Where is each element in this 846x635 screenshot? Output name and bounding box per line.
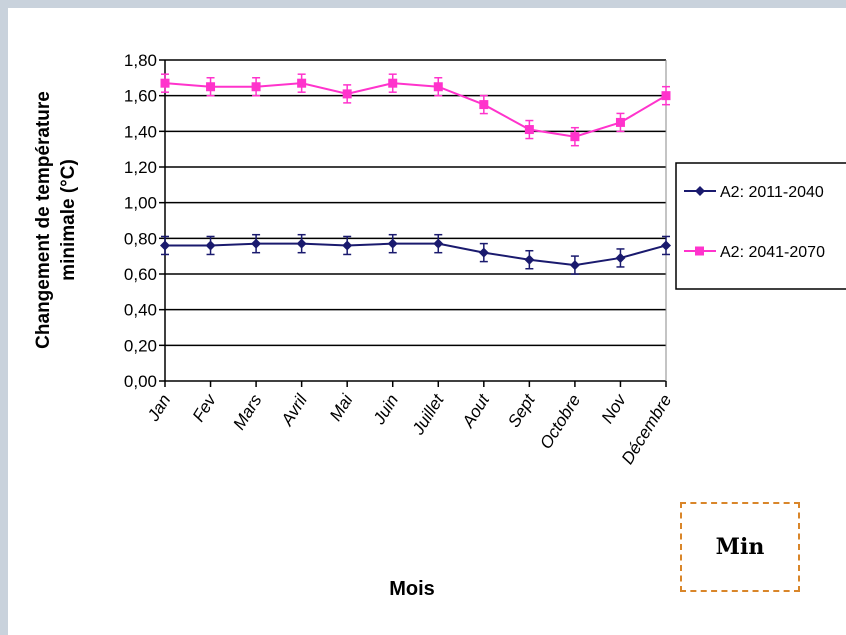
x-tick-label: Mars <box>229 391 265 434</box>
x-tick-label: Sept <box>504 390 539 431</box>
x-tick-label: Juin <box>369 391 402 428</box>
legend-box <box>675 162 846 290</box>
y-tick-label: 1,40 <box>124 122 157 141</box>
x-tick-label: Avril <box>277 390 312 430</box>
x-axis-ticks: Jan Fev Mars Avril Mai Juin Juillet Aout SeptOct… <box>143 390 675 468</box>
min-annotation-box: Min <box>680 502 800 592</box>
y-axis-title-line2: minimale (°C) <box>58 159 79 281</box>
min-annotation-text: Min <box>715 534 765 560</box>
y-tick-label: 1,20 <box>124 158 157 177</box>
x-tick-label: Nov <box>598 390 631 427</box>
series-line-a2-2011-2040 <box>165 242 667 267</box>
legend-marker-diamond <box>695 186 705 196</box>
x-tick-label: Mai <box>326 390 357 424</box>
legend-label: A2: 2011-2040 <box>720 184 824 201</box>
x-axis-title: Mois <box>389 578 435 600</box>
y-axis-ticks: 0,00 0,20 0,40 0,60 0,80 1,00 1,20 1,40 1,60 1,80 <box>124 51 157 391</box>
y-tick-label: 0,20 <box>124 336 157 355</box>
grid-lines <box>159 59 667 387</box>
y-tick-label: 0,40 <box>124 301 157 320</box>
y-axis-title-line1: Changement de température <box>33 91 54 349</box>
chart-frame: 0,00 0,20 0,40 0,60 0,80 1,00 1,20 1,40 1,60 1,80… <box>8 8 846 635</box>
x-tick-label: Octobre <box>536 391 584 452</box>
line-chart: 0,00 0,20 0,40 0,60 0,80 1,00 1,20 1,40 1,60 1,80… <box>33 51 846 600</box>
y-tick-label: 1,60 <box>124 87 157 106</box>
y-tick-label: 0,60 <box>124 265 157 284</box>
y-tick-label: 0,00 <box>124 372 157 391</box>
y-tick-label: 1,00 <box>124 194 157 213</box>
legend: A2: 2011-2040 A2: 2041-2070 <box>675 162 846 290</box>
series-line-a2-2041-2070 <box>164 82 667 138</box>
series-group <box>160 73 671 275</box>
x-tick-label: Jan <box>143 391 174 425</box>
legend-label: A2: 2041-2070 <box>720 244 825 261</box>
x-tick-label: Aout <box>458 390 494 432</box>
legend-marker-square <box>695 246 704 256</box>
x-tick-label: Juillet <box>408 390 448 439</box>
y-tick-label: 1,80 <box>124 51 157 70</box>
y-tick-label: 0,80 <box>124 229 157 248</box>
x-tick-label: Fev <box>189 390 221 425</box>
